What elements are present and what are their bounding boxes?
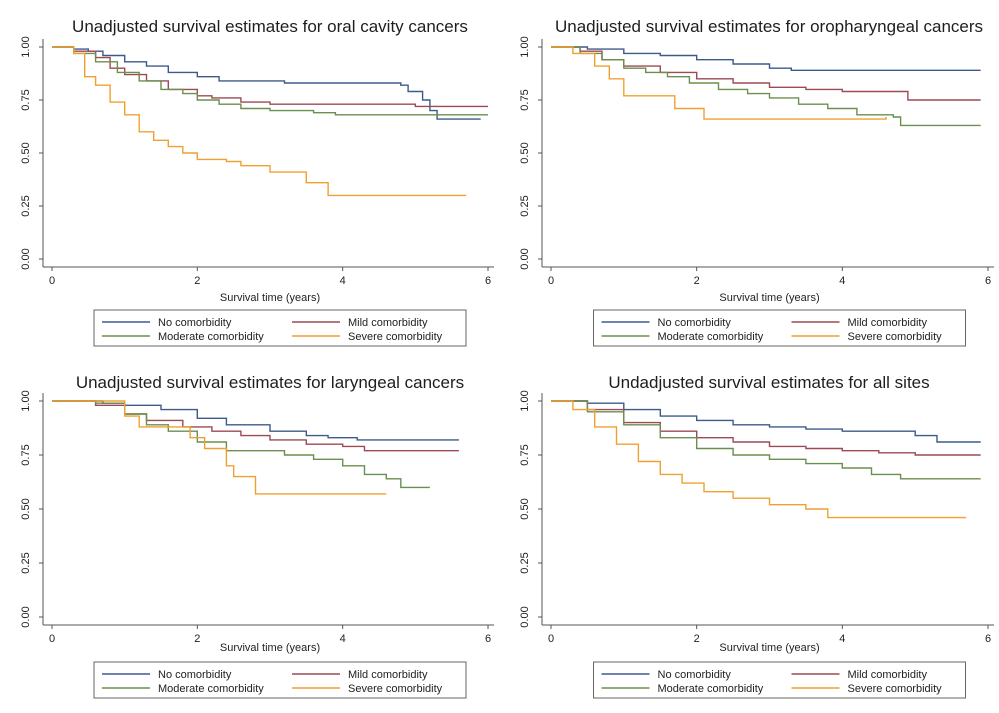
legend-label: Mild comorbidity xyxy=(848,669,928,681)
x-tick-label: 0 xyxy=(49,633,55,645)
legend-box xyxy=(93,661,467,699)
panel-2: Unadjusted survival estimates for oropha… xyxy=(519,17,994,347)
y-tick-label: 1.00 xyxy=(20,390,32,411)
legend-label: Severe comorbidity xyxy=(848,331,943,343)
legend-label: Moderate comorbidity xyxy=(658,331,764,343)
panel-3: Unadjusted survival estimates for laryng… xyxy=(20,373,494,699)
chart-title: Unadjusted survival estimates for laryng… xyxy=(76,373,464,392)
series-line-moderate-comorbidity xyxy=(52,46,488,116)
legend-label: Severe comorbidity xyxy=(848,683,943,695)
legend-label: No comorbidity xyxy=(158,317,232,329)
x-tick-label: 2 xyxy=(194,633,200,645)
x-tick-label: 6 xyxy=(985,633,991,645)
y-tick-label: 0.00 xyxy=(20,248,32,269)
legend-label: No comorbidity xyxy=(658,669,732,681)
y-tick-label: 1.00 xyxy=(20,36,32,57)
legend-label: Mild comorbidity xyxy=(848,317,928,329)
x-tick-label: 2 xyxy=(694,633,700,645)
series-line-moderate-comorbidity xyxy=(551,400,981,480)
chart-title: Unadjusted survival estimates for oral c… xyxy=(72,17,468,36)
x-axis-label: Survival time (years) xyxy=(220,642,320,654)
series-line-moderate-comorbidity xyxy=(52,400,430,489)
x-tick-label: 0 xyxy=(49,275,55,287)
legend-box xyxy=(593,309,966,347)
legend-label: Severe comorbidity xyxy=(348,683,443,695)
series-line-severe-comorbidity xyxy=(551,46,887,120)
series-line-no-comorbidity xyxy=(551,46,981,71)
y-tick-label: 0.25 xyxy=(519,195,531,216)
x-tick-label: 2 xyxy=(194,275,200,287)
legend-label: Moderate comorbidity xyxy=(658,683,764,695)
x-tick-label: 4 xyxy=(340,275,346,287)
y-tick-label: 0.75 xyxy=(519,444,531,465)
y-tick-label: 0.75 xyxy=(20,444,32,465)
x-axis-label: Survival time (years) xyxy=(719,642,819,654)
y-tick-label: 0.50 xyxy=(519,142,531,163)
y-tick-label: 0.00 xyxy=(20,606,32,627)
series-line-moderate-comorbidity xyxy=(551,46,981,127)
series-line-no-comorbidity xyxy=(52,46,481,120)
legend-label: Mild comorbidity xyxy=(348,317,428,329)
y-tick-label: 1.00 xyxy=(519,390,531,411)
legend-label: Moderate comorbidity xyxy=(158,331,264,343)
x-tick-label: 4 xyxy=(839,633,845,645)
x-tick-label: 6 xyxy=(985,275,991,287)
y-tick-label: 0.50 xyxy=(20,142,32,163)
chart-title: Undadjusted survival estimates for all s… xyxy=(608,373,929,392)
legend-label: No comorbidity xyxy=(158,669,232,681)
chart-title: Unadjusted survival estimates for oropha… xyxy=(555,17,983,36)
x-axis-label: Survival time (years) xyxy=(220,292,320,304)
series-line-mild-comorbidity xyxy=(52,400,459,452)
y-tick-label: 0.50 xyxy=(20,498,32,519)
legend-box xyxy=(93,309,467,347)
x-tick-label: 4 xyxy=(839,275,845,287)
x-tick-label: 6 xyxy=(485,275,491,287)
panel-1: Unadjusted survival estimates for oral c… xyxy=(20,17,494,347)
panel-4: Undadjusted survival estimates for all s… xyxy=(519,373,994,699)
x-axis-label: Survival time (years) xyxy=(719,292,819,304)
y-tick-label: 0.75 xyxy=(20,89,32,110)
x-tick-label: 0 xyxy=(548,633,554,645)
legend-label: Moderate comorbidity xyxy=(158,683,264,695)
legend-label: Severe comorbidity xyxy=(348,331,443,343)
x-tick-label: 6 xyxy=(485,633,491,645)
series-line-severe-comorbidity xyxy=(52,400,387,495)
y-tick-label: 0.25 xyxy=(519,552,531,573)
x-tick-label: 4 xyxy=(340,633,346,645)
y-tick-label: 0.75 xyxy=(519,89,531,110)
y-tick-label: 0.50 xyxy=(519,498,531,519)
y-tick-label: 1.00 xyxy=(519,36,531,57)
series-line-no-comorbidity xyxy=(551,400,981,443)
x-tick-label: 2 xyxy=(694,275,700,287)
series-line-severe-comorbidity xyxy=(52,46,467,197)
series-line-no-comorbidity xyxy=(52,400,459,441)
legend-label: No comorbidity xyxy=(658,317,732,329)
x-tick-label: 0 xyxy=(548,275,554,287)
series-line-mild-comorbidity xyxy=(551,400,981,456)
y-tick-label: 0.25 xyxy=(20,552,32,573)
y-tick-label: 0.00 xyxy=(519,606,531,627)
legend-label: Mild comorbidity xyxy=(348,669,428,681)
series-line-mild-comorbidity xyxy=(551,46,981,101)
y-tick-label: 0.25 xyxy=(20,195,32,216)
y-tick-label: 0.00 xyxy=(519,248,531,269)
series-line-severe-comorbidity xyxy=(551,400,967,519)
legend-box xyxy=(593,661,966,699)
